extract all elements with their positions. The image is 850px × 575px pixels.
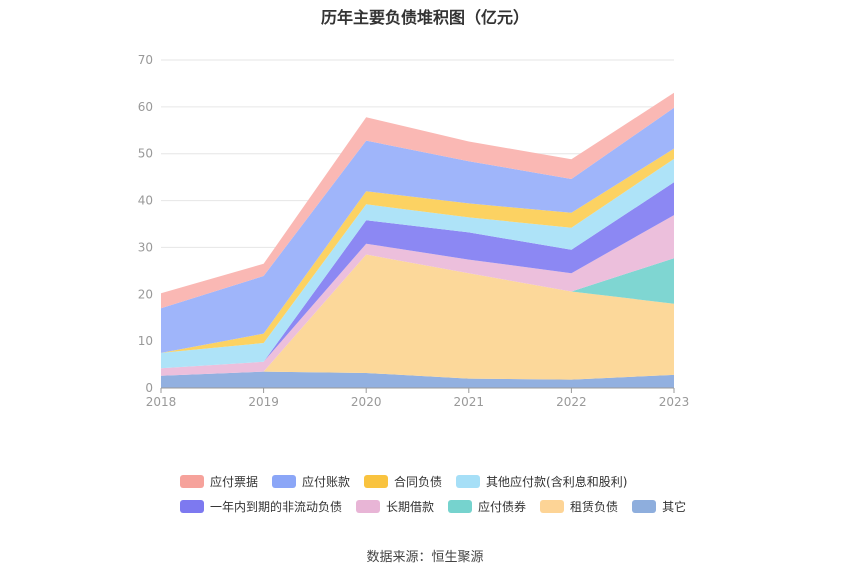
y-tick-label: 40 xyxy=(138,194,153,208)
legend-label: 其他应付款(含利息和股利) xyxy=(486,474,628,489)
legend-label: 合同负债 xyxy=(394,474,443,489)
legend-item[interactable]: 其他应付款(含利息和股利) xyxy=(456,473,627,490)
series-area xyxy=(161,215,674,376)
legend-swatch xyxy=(448,499,473,513)
legend-swatch xyxy=(632,499,657,513)
y-tick-label: 0 xyxy=(145,381,153,395)
legend-row-2: 一年内到期的非流动负债 长期借款 应付债券 租赁负债 其它 xyxy=(180,497,740,515)
legend: 应付票据 应付账款 合同负债 其他应付款(含利息和股利) 一年内到期的非流动负债 长期借… xyxy=(180,472,740,522)
legend-item[interactable]: 应付账款 xyxy=(272,473,350,490)
series-area xyxy=(161,158,674,369)
x-tick-label: 2018 xyxy=(146,395,177,409)
legend-label: 应付债券 xyxy=(478,499,527,514)
legend-item[interactable]: 合同负债 xyxy=(364,473,442,490)
legend-item[interactable]: 长期借款 xyxy=(356,498,434,515)
legend-label: 应付账款 xyxy=(302,474,351,489)
chart-title: 历年主要负债堆积图（亿元） xyxy=(320,8,529,27)
x-tick-label: 2020 xyxy=(351,395,382,409)
y-tick-label: 60 xyxy=(138,100,153,114)
y-tick-label: 20 xyxy=(138,287,153,301)
y-tick-label: 10 xyxy=(138,334,153,348)
legend-label: 租赁负债 xyxy=(570,499,619,514)
axes: 0 10 20 30 40 50 60 70 2018 2019 2020 2021 2022 2023 xyxy=(138,53,690,409)
legend-item[interactable]: 应付票据 xyxy=(180,473,258,490)
legend-item[interactable]: 一年内到期的非流动负债 xyxy=(180,498,342,515)
legend-swatch xyxy=(272,474,297,488)
y-tick-label: 70 xyxy=(138,53,153,67)
x-tick-label: 2021 xyxy=(454,395,485,409)
legend-label: 应付票据 xyxy=(210,474,259,489)
legend-item[interactable]: 应付债券 xyxy=(448,498,526,515)
series-area xyxy=(161,254,674,380)
data-source-note: 数据来源：恒生聚源 xyxy=(366,550,484,565)
series-area xyxy=(161,371,674,388)
legend-item[interactable]: 其它 xyxy=(632,498,686,515)
legend-swatch xyxy=(180,474,204,488)
legend-row-1: 应付票据 应付账款 合同负债 其他应付款(含利息和股利) xyxy=(180,472,740,490)
legend-label: 长期借款 xyxy=(386,499,435,514)
legend-swatch xyxy=(364,474,389,488)
series-area xyxy=(161,107,674,353)
legend-swatch xyxy=(356,499,381,513)
series-area xyxy=(161,92,674,309)
legend-item[interactable]: 租赁负债 xyxy=(540,498,618,515)
x-tick-label: 2023 xyxy=(659,395,690,409)
legend-label: 其它 xyxy=(662,499,687,514)
legend-swatch xyxy=(180,499,204,513)
series-area xyxy=(161,148,674,353)
series-areas xyxy=(161,92,674,388)
legend-label: 一年内到期的非流动负债 xyxy=(210,499,343,514)
y-tick-label: 30 xyxy=(138,240,153,254)
legend-swatch xyxy=(456,474,481,488)
x-tick-label: 2019 xyxy=(248,395,279,409)
x-tick-label: 2022 xyxy=(556,395,587,409)
y-tick-label: 50 xyxy=(138,147,153,161)
legend-swatch xyxy=(540,499,565,513)
